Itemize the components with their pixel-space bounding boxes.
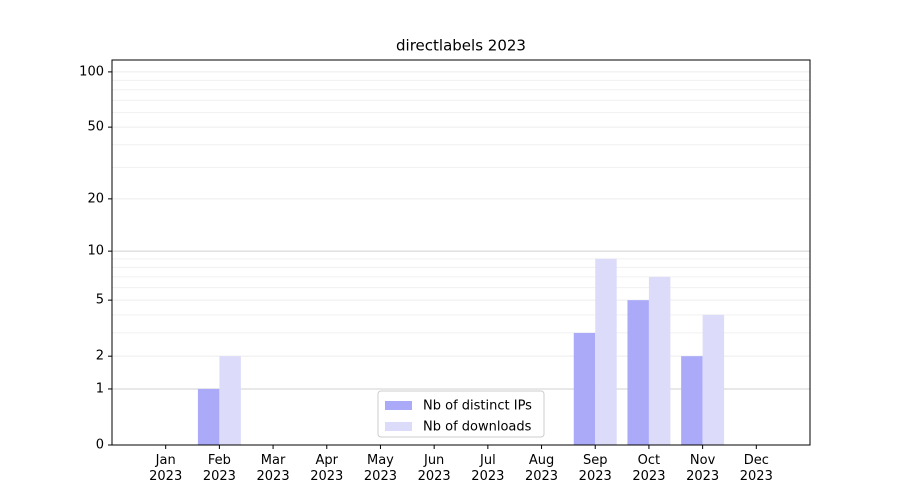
- bar: [627, 300, 649, 445]
- y-tick-label: 2: [96, 349, 104, 364]
- legend-label: Nb of downloads: [423, 420, 532, 435]
- bar: [573, 332, 596, 445]
- y-tick-label: 50: [87, 120, 104, 135]
- x-tick-label: May 2023: [363, 453, 397, 484]
- x-tick-label: Mar 2023: [256, 453, 290, 484]
- x-tick-label: Dec 2023: [739, 453, 773, 484]
- bar: [197, 388, 220, 445]
- y-tick-label: 10: [87, 244, 104, 259]
- y-tick-label: 1: [96, 381, 104, 396]
- legend-swatch: [385, 401, 412, 410]
- y-tick-label: 20: [87, 191, 104, 206]
- axes-frame: [111, 59, 811, 446]
- bar: [702, 314, 725, 445]
- y-tick-label: 5: [96, 293, 104, 308]
- x-tick-label: Jun 2023: [417, 453, 451, 484]
- x-tick-label: Jan 2023: [149, 453, 183, 484]
- x-tick-label: Feb 2023: [202, 453, 236, 484]
- legend-label: Nb of distinct IPs: [423, 399, 532, 414]
- x-tick-label: Jul 2023: [471, 453, 505, 484]
- bar: [648, 276, 671, 445]
- legend: Nb of distinct IPs Nb of downloads: [377, 390, 545, 438]
- bar: [681, 356, 703, 445]
- legend-box: [377, 390, 545, 438]
- bar: [219, 356, 241, 445]
- x-tick-label: Apr 2023: [310, 453, 344, 484]
- x-tick-label: Nov 2023: [686, 453, 720, 484]
- x-tick-label: Aug 2023: [524, 453, 559, 484]
- y-tick-label: 100: [79, 64, 104, 79]
- y-tick-label: 0: [96, 438, 104, 453]
- bar: [595, 258, 617, 445]
- x-tick-label: Oct 2023: [632, 453, 666, 484]
- legend-swatch: [385, 422, 412, 431]
- x-tick-label: Sep 2023: [578, 453, 612, 484]
- chart-title: directlabels 2023: [396, 37, 526, 55]
